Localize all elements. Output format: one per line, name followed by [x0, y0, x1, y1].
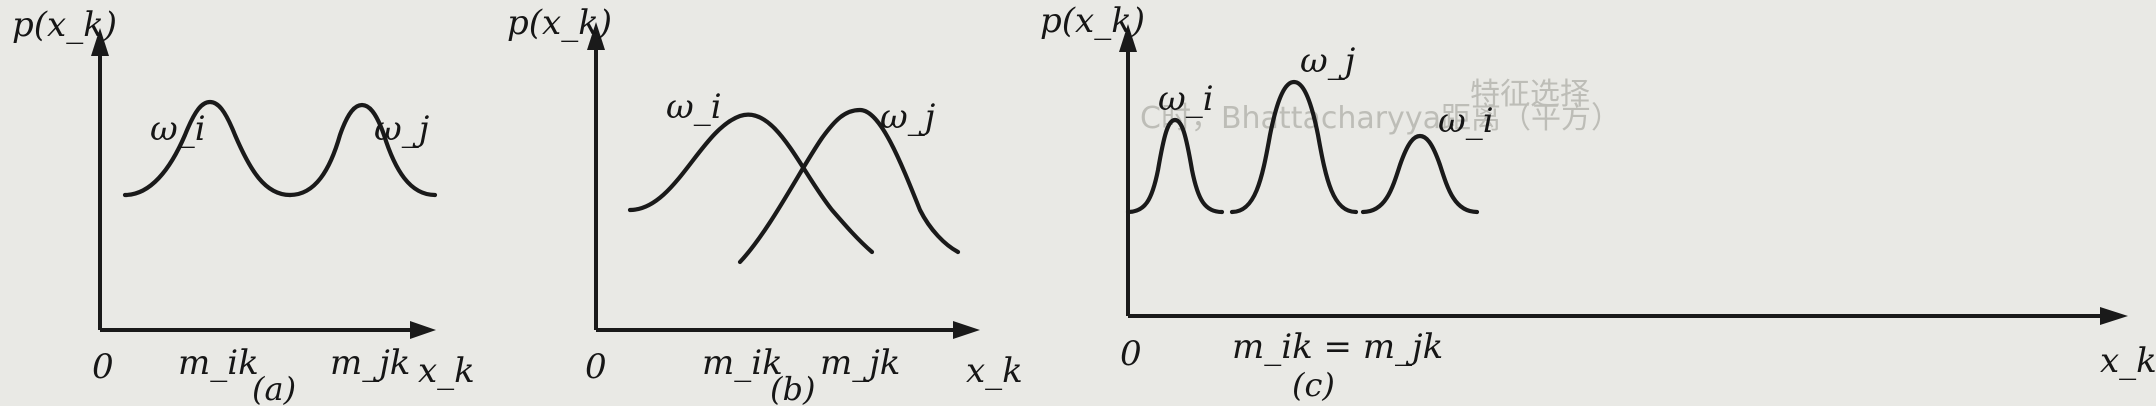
distribution-curve-omega-i-left	[1125, 117, 1225, 215]
x-axis	[100, 321, 436, 339]
x-axis-label: x_k	[418, 351, 475, 391]
curve-label-omega-i: ω_i	[150, 109, 206, 149]
panel-caption-c: (c)	[1292, 366, 1335, 404]
curve-label-omega-j: ω_j	[374, 109, 430, 149]
curve-label-omega-i: ω_i	[666, 87, 722, 127]
mean-label-j: m_jk	[330, 343, 410, 383]
x-axis	[1128, 307, 2128, 325]
origin-label: 0	[585, 347, 607, 387]
y-axis	[587, 22, 605, 330]
x-axis-label: x_k	[2100, 341, 2156, 381]
mean-label-j: m_jk	[820, 343, 900, 383]
panel-caption-b: (b)	[770, 370, 815, 406]
distribution-curve-omega-j	[737, 107, 961, 265]
x-axis	[596, 321, 980, 339]
y-axis	[1119, 24, 1137, 316]
mean-label-i: m_ik	[178, 343, 259, 383]
distribution-curve-omega-j	[1229, 79, 1359, 215]
distribution-curve-omega-i	[627, 112, 875, 255]
curve-label-omega-i-right: ω_i	[1438, 101, 1494, 141]
x-axis-label: x_k	[966, 351, 1023, 391]
origin-label: 0	[1120, 334, 1142, 374]
y-axis	[91, 28, 109, 330]
origin-label: 0	[92, 347, 114, 387]
bleed-through-text: 特征选择	[1470, 77, 1590, 112]
distribution-curve-omega-i	[122, 99, 293, 198]
mean-label-i: m_ik	[702, 343, 783, 383]
curve-label-omega-j: ω_j	[1300, 41, 1356, 81]
distribution-curve-omega-j	[287, 102, 438, 198]
bleed-through-text: C时，Bhattacharyya距离（平方）	[1140, 101, 1621, 136]
mean-label-equal: m_ik = m_jk	[1232, 327, 1443, 367]
distribution-curve-omega-i-right	[1360, 133, 1480, 215]
panel-c: p(x_k) 0 x_k ω_i ω_j ω_i m_ik = m_jk (c)	[1040, 1, 2156, 404]
curve-label-omega-j: ω_j	[880, 97, 936, 137]
panel-a: p(x_k) 0 x_k ω_i ω_j m_ik m_jk (a)	[12, 5, 475, 406]
curve-label-omega-i-left: ω_i	[1158, 79, 1214, 119]
y-axis-label: p(x_k)	[1040, 1, 1145, 41]
y-axis-label: p(x_k)	[507, 3, 612, 43]
y-axis-label: p(x_k)	[12, 5, 117, 45]
panel-caption-a: (a)	[252, 370, 296, 406]
panel-b: p(x_k) 0 x_k ω_i ω_j m_ik m_jk (b)	[507, 3, 1023, 406]
